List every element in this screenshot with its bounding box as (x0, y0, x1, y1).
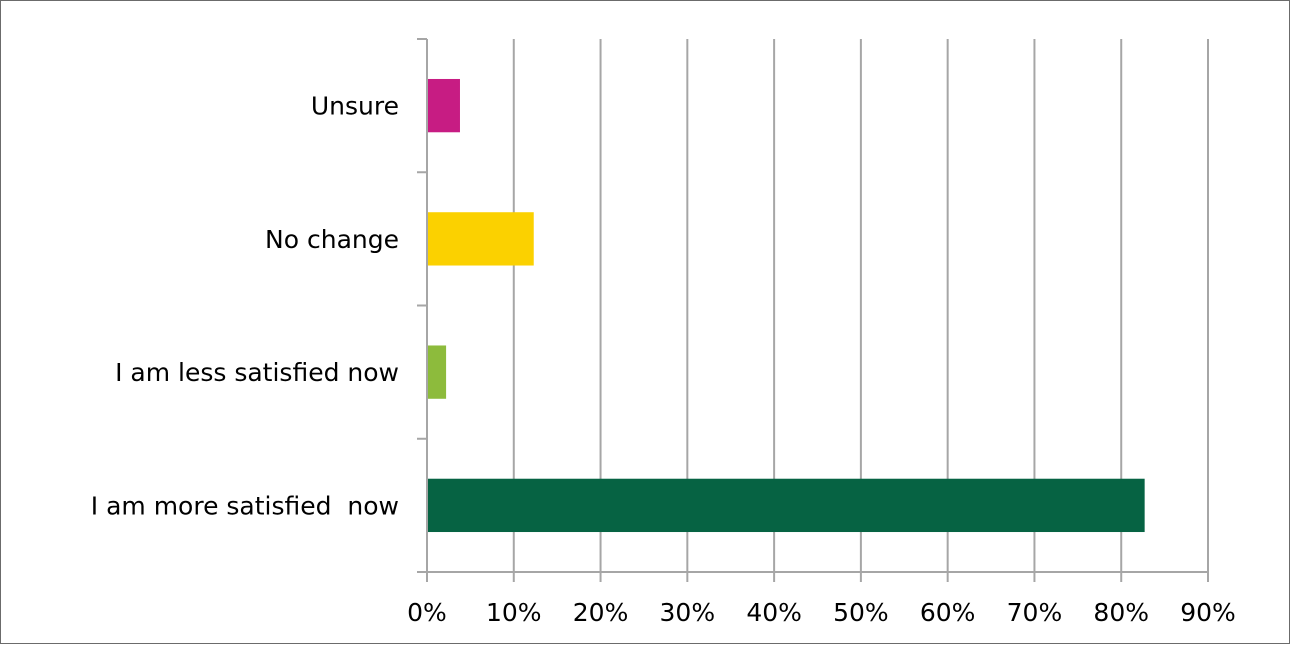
bar-1 (428, 78, 460, 133)
category-label-2: No change (265, 225, 399, 254)
x-tick-label-80: 80% (1093, 598, 1149, 627)
x-tick-label-70: 70% (1007, 598, 1063, 627)
x-tick-label-10: 10% (486, 598, 542, 627)
x-tick-label-60: 60% (920, 598, 976, 627)
x-tick-label-50: 50% (833, 598, 889, 627)
x-tick-label-0: 0% (407, 598, 447, 627)
x-tick-label-90: 90% (1180, 598, 1236, 627)
x-tick-label-30: 30% (660, 598, 716, 627)
category-label-3: I am less satisfied now (115, 358, 399, 387)
bar-2 (428, 212, 534, 266)
category-label-1: Unsure (311, 92, 399, 121)
x-tick-label-20: 20% (573, 598, 629, 627)
bar-4 (428, 478, 1145, 533)
category-label-4: I am more satisfied now (91, 491, 399, 520)
x-tick-label-40: 40% (746, 598, 802, 627)
bar-3 (428, 345, 447, 399)
